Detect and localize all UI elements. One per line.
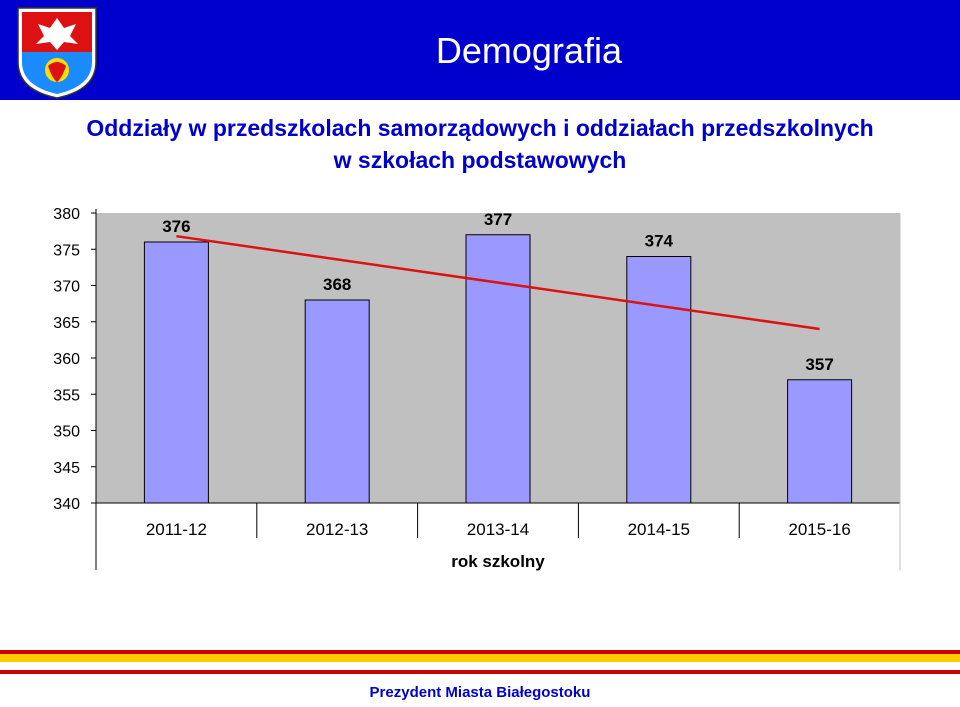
chart-title-line-2: w szkołach podstawowych: [333, 147, 627, 173]
y-tick-label: 365: [53, 315, 80, 332]
y-tick-label: 375: [53, 242, 80, 259]
x-axis-title: rok szkolny: [451, 552, 545, 571]
x-tick-label: 2015-16: [788, 520, 850, 539]
x-tick-label: 2013-14: [467, 520, 529, 539]
y-tick-label: 370: [53, 279, 80, 296]
chart-title-line-1: Oddziały w przedszkolach samorządowych i…: [86, 115, 874, 141]
data-label: 377: [484, 210, 512, 229]
data-label: 374: [645, 232, 674, 251]
bar-chart: 340 345 350 355 360 365 370 375 380 376 2011-12 368…: [53, 206, 901, 571]
footer-text: Prezydent Miasta Białegostoku: [369, 684, 591, 701]
data-label: 357: [805, 355, 833, 374]
bar: [465, 234, 531, 504]
y-tick-label: 345: [53, 460, 80, 477]
y-tick-label: 360: [53, 351, 80, 368]
bar: [304, 299, 370, 504]
data-label: 368: [323, 275, 351, 294]
footer-stripes: [0, 650, 960, 674]
chart-title: Oddziały w przedszkolach samorządowych i…: [0, 112, 960, 176]
y-tick-label: 355: [53, 387, 80, 404]
bar: [787, 379, 853, 504]
x-tick-label: 2012-13: [306, 520, 368, 539]
header-band: [0, 0, 960, 100]
deck-title: Demografia: [435, 30, 622, 71]
bar: [143, 241, 209, 504]
x-tick-label: 2011-12: [146, 520, 207, 539]
x-tick-label: 2014-15: [628, 520, 690, 539]
y-tick-label: 380: [53, 206, 80, 223]
city-coat-of-arms-icon: [17, 7, 97, 99]
data-label: 376: [162, 217, 190, 236]
bar: [626, 256, 692, 504]
y-tick-label: 350: [53, 424, 80, 441]
y-tick-label: 340: [53, 496, 80, 513]
trendline: [176, 234, 820, 331]
